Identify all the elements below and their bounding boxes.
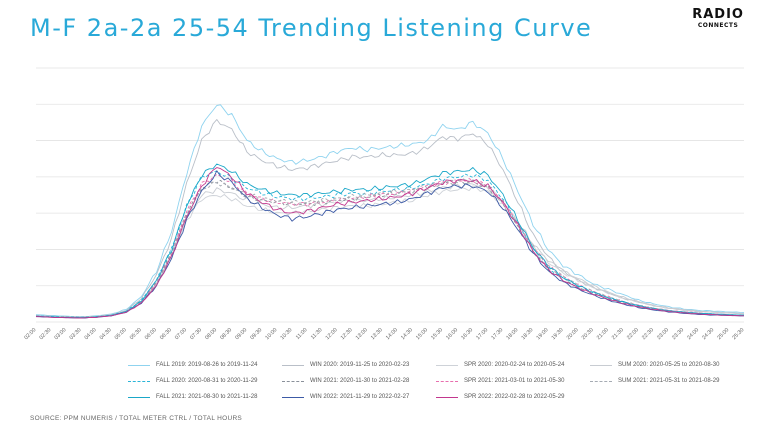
x-tick-label: 17:30 bbox=[490, 327, 504, 341]
x-tick-label: 12:00 bbox=[325, 327, 339, 341]
legend-item: SPR 2020: 2020-02-24 to 2020-05-24 bbox=[436, 360, 564, 370]
x-tick-label: 10:30 bbox=[280, 327, 294, 341]
series-line bbox=[35, 170, 745, 319]
legend-swatch bbox=[590, 364, 612, 366]
legend-label: FALL 2020: 2020-08-31 to 2020-11-29 bbox=[156, 378, 258, 384]
x-tick-label: 13:00 bbox=[355, 327, 369, 341]
x-tick-label: 09:00 bbox=[234, 327, 248, 341]
legend-swatch bbox=[128, 380, 150, 382]
legend-label: FALL 2019: 2019-08-26 to 2019-11-24 bbox=[156, 362, 258, 368]
x-tick-label: 25:30 bbox=[731, 327, 745, 341]
logo-wordmark: RADIO bbox=[692, 7, 744, 22]
x-tick-label: 04:00 bbox=[84, 327, 98, 341]
x-tick-label: 21:00 bbox=[596, 327, 610, 341]
series-line bbox=[35, 185, 745, 318]
x-tick-label: 25:00 bbox=[716, 327, 730, 341]
legend-swatch bbox=[282, 380, 304, 382]
legend-item: SUM 2020: 2020-05-25 to 2020-08-30 bbox=[590, 360, 719, 370]
legend-item: FALL 2020: 2020-08-31 to 2020-11-29 bbox=[128, 376, 257, 386]
legend-item: FALL 2019: 2019-08-26 to 2019-11-24 bbox=[128, 360, 257, 370]
series-line bbox=[35, 104, 745, 318]
x-tick-label: 09:30 bbox=[249, 327, 263, 341]
legend-swatch bbox=[128, 396, 150, 398]
legend-swatch bbox=[436, 396, 458, 398]
legend-item: WIN 2020: 2019-11-25 to 2020-02-23 bbox=[282, 360, 409, 370]
legend-item: SPR 2021: 2021-03-01 to 2021-05-30 bbox=[436, 376, 564, 386]
legend-label: SPR 2021: 2021-03-01 to 2021-05-30 bbox=[464, 378, 565, 384]
x-tick-label: 23:30 bbox=[671, 327, 685, 341]
x-tick-label: 06:00 bbox=[144, 327, 158, 341]
x-tick-label: 12:30 bbox=[340, 327, 354, 341]
x-tick-label: 19:30 bbox=[551, 327, 565, 341]
x-tick-label: 20:00 bbox=[566, 327, 580, 341]
x-tick-label: 20:30 bbox=[581, 327, 595, 341]
x-tick-label: 15:00 bbox=[415, 327, 429, 341]
x-tick-label: 02:00 bbox=[23, 327, 37, 341]
x-tick-label: 18:00 bbox=[505, 327, 519, 341]
x-tick-label: 05:30 bbox=[129, 327, 143, 341]
x-tick-label: 22:00 bbox=[626, 327, 640, 341]
x-tick-label: 14:30 bbox=[400, 327, 414, 341]
legend-swatch bbox=[436, 380, 458, 382]
legend-label: WIN 2022: 2021-11-29 to 2022-02-27 bbox=[310, 394, 410, 400]
x-tick-label: 03:00 bbox=[54, 327, 68, 341]
x-tick-label: 07:30 bbox=[189, 327, 203, 341]
x-tick-label: 10:00 bbox=[264, 327, 278, 341]
x-tick-label: 11:30 bbox=[310, 327, 324, 341]
x-tick-label: 17:00 bbox=[475, 327, 489, 341]
x-tick-label: 02:30 bbox=[39, 327, 53, 341]
legend-item: WIN 2021: 2020-11-30 to 2021-02-28 bbox=[282, 376, 409, 386]
legend-label: WIN 2020: 2019-11-25 to 2020-02-23 bbox=[310, 362, 410, 368]
x-tick-label: 13:30 bbox=[370, 327, 384, 341]
series-line bbox=[35, 179, 745, 319]
x-tick-label: 08:30 bbox=[219, 327, 233, 341]
legend-label: SPR 2020: 2020-02-24 to 2020-05-24 bbox=[464, 362, 565, 368]
x-tick-label: 03:30 bbox=[69, 327, 83, 341]
legend-swatch bbox=[282, 396, 304, 398]
x-tick-label: 05:00 bbox=[114, 327, 128, 341]
legend-item: SUM 2021: 2021-05-31 to 2021-08-29 bbox=[590, 376, 719, 386]
legend-item: SPR 2022: 2022-02-28 to 2022-05-29 bbox=[436, 392, 564, 402]
x-tick-label: 16:00 bbox=[445, 327, 459, 341]
radio-connects-logo: RADIO CONNECTS bbox=[692, 8, 744, 30]
legend-item: WIN 2022: 2021-11-29 to 2022-02-27 bbox=[282, 392, 409, 402]
x-tick-label: 14:00 bbox=[385, 327, 399, 341]
legend-label: FALL 2021: 2021-08-30 to 2021-11-28 bbox=[156, 394, 258, 400]
x-tick-label: 16:30 bbox=[460, 327, 474, 341]
x-tick-label: 23:00 bbox=[656, 327, 670, 341]
x-tick-label: 07:00 bbox=[174, 327, 188, 341]
legend-item: FALL 2021: 2021-08-30 to 2021-11-28 bbox=[128, 392, 257, 402]
legend-label: SUM 2020: 2020-05-25 to 2020-08-30 bbox=[618, 362, 720, 368]
series-line bbox=[36, 167, 745, 319]
source-note: SOURCE: PPM NUMERIS / TOTAL METER CTRL /… bbox=[30, 415, 243, 422]
x-tick-label: 18:30 bbox=[521, 327, 535, 341]
logo-subtext: CONNECTS bbox=[697, 22, 739, 29]
series-line bbox=[35, 119, 745, 318]
series-line bbox=[36, 183, 744, 318]
legend-swatch bbox=[282, 364, 304, 366]
legend-swatch bbox=[128, 364, 150, 366]
x-tick-label: 11:00 bbox=[295, 327, 309, 341]
x-tick-label: 24:00 bbox=[686, 327, 700, 341]
legend-swatch bbox=[436, 364, 458, 366]
x-tick-label: 06:30 bbox=[159, 327, 173, 341]
legend-label: WIN 2021: 2020-11-30 to 2021-02-28 bbox=[310, 378, 410, 384]
legend-swatch bbox=[590, 380, 612, 382]
x-tick-label: 24:30 bbox=[701, 327, 715, 341]
x-tick-label: 19:00 bbox=[536, 327, 550, 341]
series-line bbox=[36, 163, 745, 319]
chart-title: M-F 2a-2a 25-54 Trending Listening Curve bbox=[30, 14, 593, 42]
legend-label: SPR 2022: 2022-02-28 to 2022-05-29 bbox=[464, 394, 565, 400]
x-tick-label: 15:30 bbox=[430, 327, 444, 341]
x-tick-label: 04:30 bbox=[99, 327, 113, 341]
x-tick-label: 22:30 bbox=[641, 327, 655, 341]
legend-label: SUM 2021: 2021-05-31 to 2021-08-29 bbox=[618, 378, 720, 384]
x-tick-label: 21:30 bbox=[611, 327, 625, 341]
x-tick-label: 08:00 bbox=[204, 327, 218, 341]
